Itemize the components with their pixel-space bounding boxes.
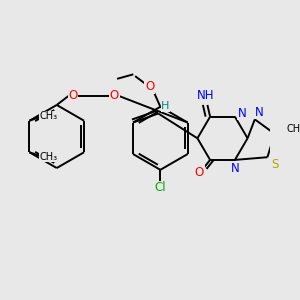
Text: O: O: [110, 89, 119, 102]
Text: N: N: [255, 106, 264, 119]
Text: H: H: [161, 101, 170, 111]
Text: CH₃: CH₃: [39, 152, 57, 162]
Text: NH: NH: [197, 89, 214, 102]
Text: CH₃: CH₃: [39, 111, 57, 121]
Text: N: N: [238, 106, 247, 120]
Text: Cl: Cl: [154, 181, 166, 194]
Text: O: O: [195, 166, 204, 179]
Text: N: N: [230, 161, 239, 175]
Text: O: O: [68, 89, 78, 102]
Text: O: O: [145, 80, 154, 93]
Text: CH₃: CH₃: [286, 124, 300, 134]
Text: S: S: [271, 158, 278, 171]
